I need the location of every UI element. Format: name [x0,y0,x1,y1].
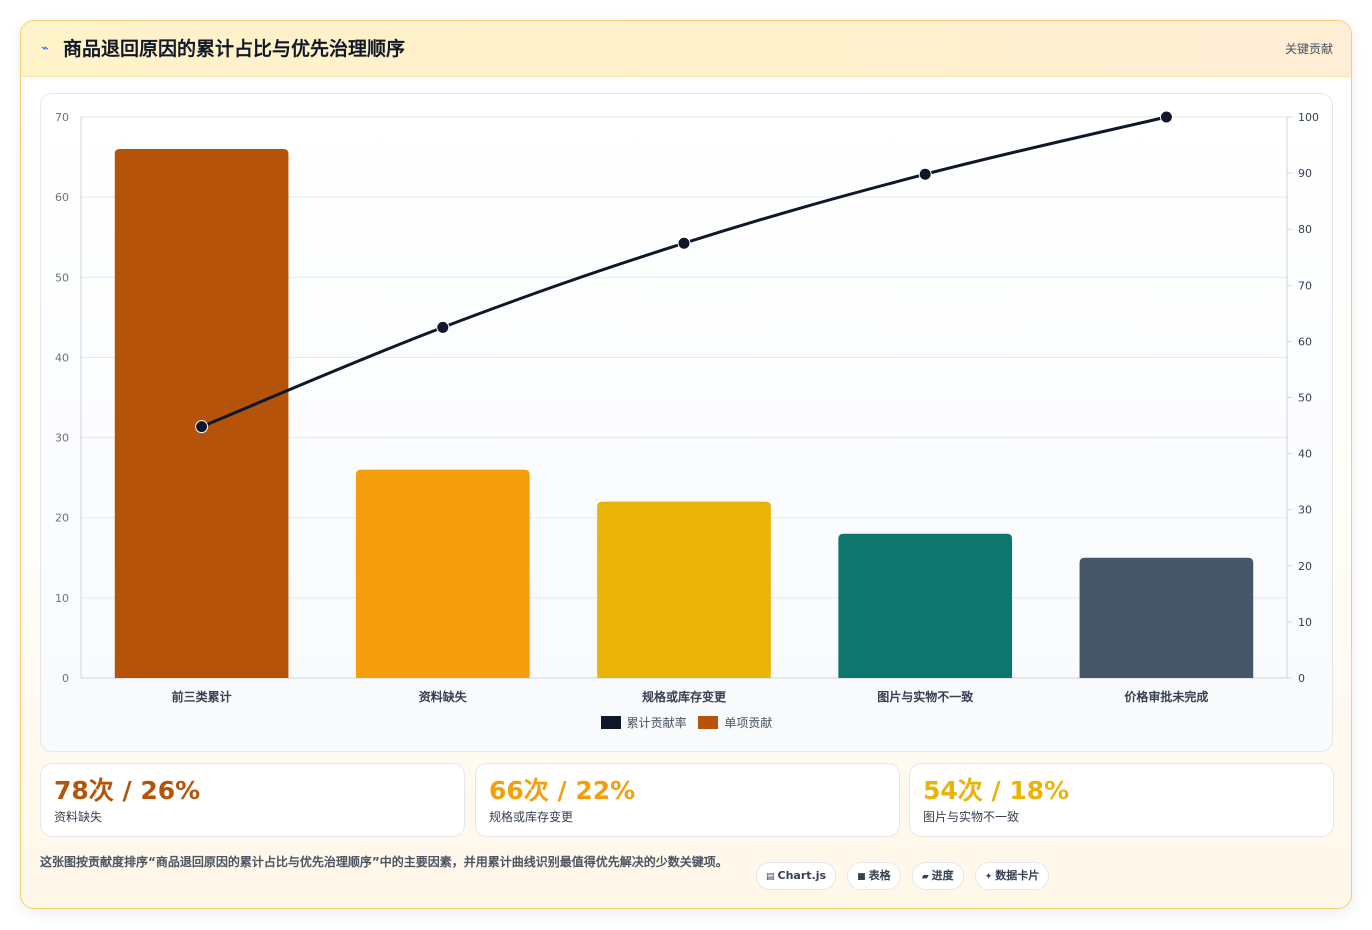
stat-card-1: 78次 / 26% 资料缺失 [40,763,465,837]
stat-label: 规格或库存变更 [489,810,574,824]
x-tick-label: 资料缺失 [419,689,468,704]
chart-legend: 累计贡献率 单项贡献 [41,714,1332,732]
legend-label-cumulative: 累计贡献率 [626,716,687,730]
stat-label: 图片与实物不一致 [923,810,1020,824]
y-tick-label: 50 [55,271,69,284]
y2-tick-label: 80 [1298,223,1312,236]
chip-label: 进度 [931,869,954,882]
stat-card-2: 66次 / 22% 规格或库存变更 [475,763,900,837]
chart-description: 这张图按贡献度排序“商品退回原因的累计占比与优先治理顺序”中的主要因素，并用累计… [40,855,728,869]
lightning-icon: ⌁ [41,41,49,56]
cumulative-point [918,167,932,181]
y2-tick-label: 30 [1298,504,1312,517]
y2-tick-label: 70 [1298,279,1312,292]
y2-tick-label: 0 [1298,672,1305,685]
chip-label: 数据卡片 [995,869,1040,882]
y-tick-label: 10 [55,592,69,605]
bar [114,149,289,679]
stat-value: 78次 / 26% [54,776,201,805]
card-header: ⌁ 商品退回原因的累计占比与优先治理顺序 关键贡献 [21,21,1351,77]
chart-title: 商品退回原因的累计占比与优先治理顺序 [63,38,406,60]
cumulative-point [195,420,209,434]
table-icon: ■ [857,872,866,882]
stat-value: 54次 / 18% [923,776,1070,805]
y-tick-label: 60 [55,191,69,204]
legend-swatch-line [600,716,621,729]
chart-icon: ▤ [766,872,775,882]
y2-tick-label: 20 [1298,560,1312,573]
chip-label: 表格 [868,869,891,882]
cumulative-point [436,320,450,334]
y-tick-label: 30 [55,432,69,445]
chip-data-cards[interactable]: ✦ 数据卡片 [974,862,1050,890]
chip-table[interactable]: ■ 表格 [847,862,901,890]
chart-card: ⌁ 商品退回原因的累计占比与优先治理顺序 关键贡献 0 10 20 30 40 50 60 7… [20,20,1352,909]
feature-chips: ▤ Chart.js ■ 表格 ▰ 进度 ✦ 数据卡片 [756,862,1055,890]
chip-label: Chart.js [777,869,827,882]
chart-panel: 0 10 20 30 40 50 60 70 0 10 20 30 40 50 60 70 80 90 100 前三类… [40,93,1333,752]
bar [355,469,530,678]
y2-tick-label: 40 [1298,448,1312,461]
bar [597,501,771,678]
y-tick-label: 40 [55,351,69,364]
y2-tick-label: 60 [1298,335,1312,348]
legend-item-cumulative[interactable]: 累计贡献率 [600,714,687,732]
y2-tick-label: 90 [1298,167,1312,180]
sparkle-icon: ✦ [984,872,993,882]
cumulative-point [1159,110,1173,124]
stat-card-3: 54次 / 18% 图片与实物不一致 [909,763,1334,837]
y-tick-label: 20 [55,512,69,525]
y-tick-label: 0 [62,672,69,685]
x-tick-label: 前三类累计 [172,689,232,704]
progress-icon: ▰ [921,872,929,882]
chip-chartjs[interactable]: ▤ Chart.js [756,862,837,890]
legend-item-single[interactable]: 单项贡献 [698,714,772,732]
header-tag: 关键贡献 [1284,42,1333,56]
y2-tick-label: 100 [1298,111,1319,124]
legend-label-single: 单项贡献 [724,716,773,730]
y2-tick-label: 10 [1298,616,1312,629]
y2-tick-label: 50 [1298,392,1312,405]
bar [838,533,1013,678]
x-tick-label: 图片与实物不一致 [877,689,974,704]
y-tick-label: 70 [55,111,69,124]
chip-progress[interactable]: ▰ 进度 [911,862,964,890]
bar [1079,557,1254,678]
cumulative-line [201,115,1167,429]
cumulative-point [677,236,691,250]
x-tick-label: 价格审批未完成 [1124,689,1208,704]
stat-value: 66次 / 22% [489,776,636,805]
x-tick-label: 规格或库存变更 [642,689,727,704]
pareto-chart: 0 10 20 30 40 50 60 70 0 10 20 30 40 50 60 70 80 90 100 前三类… [55,110,1319,704]
legend-swatch-bar [698,716,719,729]
stat-label: 资料缺失 [54,810,103,824]
